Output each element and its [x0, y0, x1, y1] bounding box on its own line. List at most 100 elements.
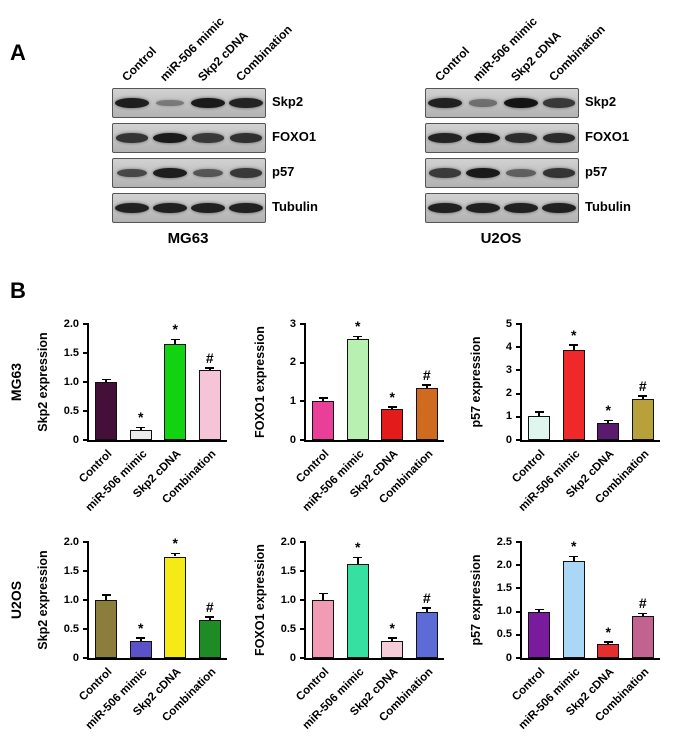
bar — [415, 387, 438, 440]
blot-band — [153, 167, 187, 179]
blot-band — [466, 202, 500, 214]
y-tick — [516, 439, 522, 441]
bar — [95, 382, 118, 440]
protein-label: Skp2 — [272, 94, 304, 109]
y-tick-label: 4 — [505, 340, 512, 353]
chart-u2os-skp2: Skp2 expression 0 0.5 1.0 1.5 2.0 Control * miR-… — [35, 528, 235, 740]
error-bar-cap — [205, 616, 215, 618]
y-tick-label: 2 — [289, 356, 296, 369]
bar — [164, 556, 187, 658]
protein-label: p57 — [585, 164, 608, 179]
bar — [415, 611, 438, 658]
blot-box — [425, 193, 579, 223]
cell-line-label: U2OS — [480, 230, 522, 247]
y-tick — [516, 369, 522, 372]
error-bar — [322, 399, 325, 402]
y-tick-label: 1.5 — [280, 564, 296, 577]
y-tick-label: 1 — [289, 394, 296, 407]
error-bar-cap — [136, 637, 146, 639]
significance-marker: * — [138, 619, 144, 636]
bar — [381, 640, 404, 658]
bar — [562, 349, 585, 440]
plot-area: Skp2 expression 0 0.5 1.0 1.5 2.0 Control * miR-… — [36, 535, 227, 732]
y-tick — [300, 657, 306, 659]
y-tick — [83, 323, 89, 325]
error-bar — [174, 340, 177, 345]
y-tick-label: 2.0 — [280, 535, 296, 548]
error-bar-cap — [387, 637, 397, 639]
plot-area: FOXO1 expression 0 0.5 1.0 1.5 2.0 Control * miR… — [253, 536, 444, 732]
blot-band — [229, 133, 263, 143]
blot-band — [115, 202, 149, 214]
y-tick-label: 0.5 — [63, 622, 79, 635]
significance-marker: # — [205, 349, 214, 366]
blot-box — [425, 88, 579, 118]
blot-box — [112, 158, 266, 188]
panel-a-label: A — [10, 40, 26, 65]
western-blot-u2os: Control miR-506 mimic Skp2 cDNA Combination… — [425, 14, 685, 258]
blot-band — [192, 133, 224, 143]
error-bar — [425, 385, 428, 388]
bar — [129, 429, 152, 440]
error-bar-cap — [318, 397, 328, 399]
significance-marker: * — [605, 623, 611, 640]
error-bar-cap — [422, 607, 432, 609]
y-tick-label: 0 — [72, 651, 79, 664]
western-blot-mg63: Control miR-506 mimic Skp2 cDNA Combination… — [112, 14, 372, 258]
y-tick-label: 2.0 — [63, 317, 79, 330]
significance-marker: # — [422, 366, 431, 383]
blot-band — [428, 97, 462, 109]
bar — [381, 409, 404, 440]
blot-band — [115, 97, 149, 109]
error-bar-cap — [170, 552, 180, 555]
error-bar — [425, 608, 428, 612]
error-bar-cap — [569, 555, 579, 558]
blot-band — [191, 97, 225, 109]
error-bar-cap — [318, 592, 328, 595]
y-tick — [300, 361, 306, 364]
error-bar-cap — [387, 405, 397, 408]
significance-marker: * — [172, 321, 178, 338]
error-bar — [391, 407, 394, 410]
y-tick — [300, 541, 306, 543]
blot-band — [506, 169, 536, 177]
error-bar-cap — [569, 344, 579, 347]
y-tick-label: 3 — [505, 363, 512, 376]
error-bar-cap — [638, 612, 648, 615]
y-tick — [300, 599, 306, 601]
blot-band — [504, 202, 538, 214]
y-tick-label: 1.5 — [496, 581, 512, 594]
row-label-u2os: U2OS — [8, 580, 24, 620]
error-bar-cap — [353, 556, 363, 559]
protein-label: Tubulin — [585, 199, 631, 214]
bar — [312, 401, 335, 440]
plot-area: p57 expression 0 0.5 1.0 1.5 2.0 2.5 Control * mi… — [469, 536, 660, 732]
y-tick — [83, 410, 89, 412]
error-bar-cap — [603, 419, 613, 422]
significance-marker: * — [138, 409, 144, 426]
bar — [312, 600, 335, 658]
blot-band — [466, 132, 500, 144]
protein-label: FOXO1 — [585, 129, 630, 144]
y-tick — [83, 541, 89, 543]
chart-mg63-p57: p57 expression 0 1 2 3 4 5 Control * miR-506 mimi… — [468, 310, 668, 522]
error-bar — [538, 610, 541, 612]
blot-box — [425, 123, 579, 153]
y-tick — [516, 587, 522, 590]
y-tick — [83, 657, 89, 659]
blot-band — [543, 98, 575, 108]
y-tick-label: 0.5 — [63, 404, 79, 417]
error-bar — [139, 638, 142, 641]
bar — [346, 564, 369, 658]
y-tick — [83, 599, 89, 601]
y-tick — [300, 570, 306, 572]
significance-marker: * — [389, 619, 395, 636]
y-tick-label: 2.0 — [496, 558, 512, 571]
y-tick-label: 1.5 — [63, 564, 79, 577]
bar — [528, 415, 551, 440]
error-bar — [322, 594, 325, 600]
blot-box — [112, 123, 266, 153]
significance-marker: * — [355, 539, 361, 556]
y-tick — [516, 415, 522, 418]
y-tick-label: 0.5 — [496, 628, 512, 641]
